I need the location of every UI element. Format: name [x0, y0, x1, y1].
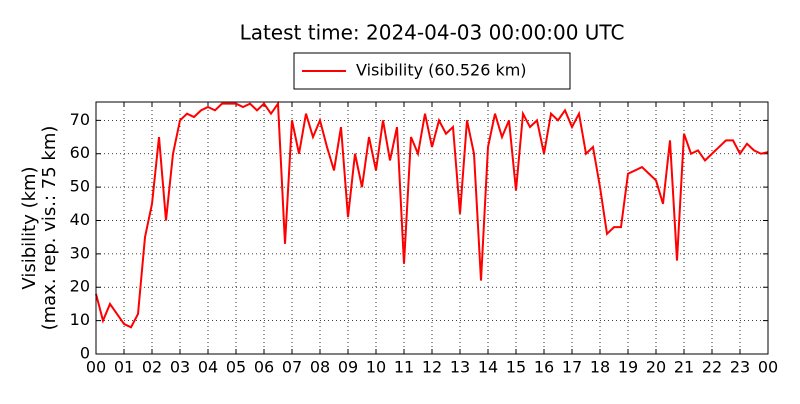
- x-tick-label: 11: [394, 358, 414, 377]
- x-tick-label: 15: [506, 358, 526, 377]
- chart-title: Latest time: 2024-04-03 00:00:00 UTC: [240, 21, 625, 45]
- x-tick-label: 14: [478, 358, 498, 377]
- y-tick-label: 30: [70, 243, 90, 262]
- x-tick-label: 12: [422, 358, 442, 377]
- y-label: Visibility (km): [19, 166, 40, 289]
- y-tick-label: 50: [70, 177, 90, 196]
- y-tick-label: 60: [70, 143, 90, 162]
- y-tick-label: 40: [70, 210, 90, 229]
- x-tick-label: 23: [730, 358, 750, 377]
- x-tick-label: 02: [142, 358, 162, 377]
- x-tick-label: 03: [170, 358, 190, 377]
- y-tick-label: 0: [80, 344, 90, 363]
- data-line: [95, 100, 769, 329]
- y-label-2: (max. rep. vis.: 75 km): [39, 126, 60, 331]
- x-tick-label: 16: [534, 358, 554, 377]
- plot-frame: [95, 101, 769, 355]
- x-tick-label: 20: [646, 358, 666, 377]
- x-tick-label: 08: [310, 358, 330, 377]
- x-tick-label: 18: [590, 358, 610, 377]
- x-tick-label: 21: [674, 358, 694, 377]
- x-tick-label: 09: [338, 358, 358, 377]
- x-tick-label: 07: [282, 358, 302, 377]
- x-tick-label: 00: [758, 358, 778, 377]
- legend-label: Visibility (60.526 km): [356, 61, 527, 80]
- x-tick-label: 05: [226, 358, 246, 377]
- x-tick-label: 00: [86, 358, 106, 377]
- x-tick-label: 01: [114, 358, 134, 377]
- x-tick-label: 04: [198, 358, 218, 377]
- x-tick-label: 22: [702, 358, 722, 377]
- x-tick-label: 10: [366, 358, 386, 377]
- y-tick-label: 10: [70, 310, 90, 329]
- y-tick-label: 20: [70, 277, 90, 296]
- x-tick-label: 06: [254, 358, 274, 377]
- x-tick-label: 13: [450, 358, 470, 377]
- x-tick-label: 17: [562, 358, 582, 377]
- y-tick-label: 70: [70, 110, 90, 129]
- x-tick-label: 19: [618, 358, 638, 377]
